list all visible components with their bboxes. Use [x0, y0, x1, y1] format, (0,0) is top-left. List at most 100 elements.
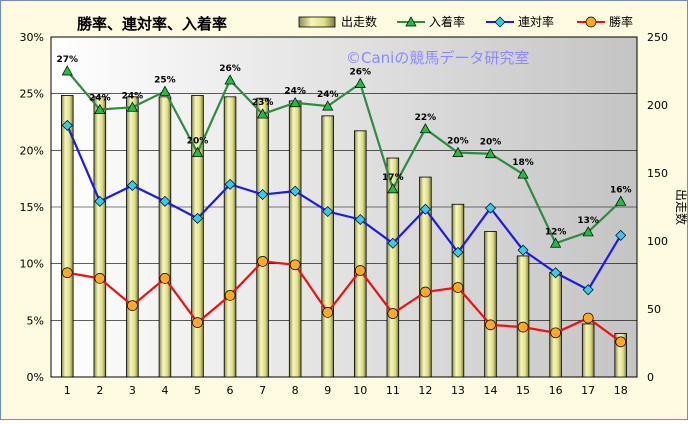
legend-item-placing: 入着率 — [397, 14, 465, 29]
marker-point — [289, 185, 301, 197]
marker-point — [419, 123, 431, 134]
series-line — [67, 260, 622, 343]
x-tick-label: 7 — [259, 384, 266, 397]
data-label: 20% — [480, 138, 502, 148]
marker-point — [582, 312, 594, 324]
marker-point — [159, 85, 171, 96]
data-label: 17% — [382, 173, 404, 183]
data-label: 24% — [317, 90, 339, 100]
y-right-tick-label: 50 — [647, 303, 661, 316]
marker-point — [582, 284, 594, 296]
marker-point — [191, 146, 204, 157]
marker-point — [94, 195, 106, 207]
bar — [516, 255, 530, 378]
x-tick-label: 18 — [614, 384, 628, 397]
marker-point — [257, 256, 268, 267]
x-tick-label: 1 — [64, 384, 71, 397]
marker-point — [452, 246, 464, 258]
y-right-tick-label: 0 — [647, 371, 654, 384]
bar — [581, 323, 595, 378]
marker-point — [322, 206, 334, 218]
legend-label-quinella: 連対率 — [518, 14, 554, 29]
x-tick-label: 6 — [227, 384, 234, 397]
x-tick-label: 2 — [96, 384, 103, 397]
marker-point — [61, 267, 73, 279]
marker-point — [289, 97, 301, 108]
marker-point — [615, 336, 627, 348]
data-labels: 27% 24% 24% 25% 20% 26% 23% 24% 24% 26% 17% 22% 20% 2… — [57, 55, 632, 237]
x-tick-label: 13 — [451, 384, 465, 397]
marker-point — [159, 195, 171, 207]
marker-point — [387, 237, 399, 249]
data-label: 20% — [187, 137, 209, 147]
bar — [484, 231, 497, 378]
x-tick-label: 15 — [516, 384, 530, 397]
marker-point — [484, 148, 497, 159]
marker-point — [127, 300, 138, 311]
marker-point — [452, 282, 464, 293]
data-label: 24% — [284, 87, 306, 97]
legend: 出走数 入着率 連対率 勝率 — [298, 14, 633, 29]
y-right-tick-label: 150 — [647, 167, 668, 180]
x-tick-label: 11 — [386, 384, 400, 397]
marker-point — [517, 321, 529, 333]
bar — [549, 271, 562, 378]
y-left-tick-label: 30% — [20, 31, 44, 44]
line-series — [61, 65, 627, 348]
bar — [223, 96, 237, 378]
marker-point — [485, 319, 496, 331]
legend-swatch-bars — [298, 16, 336, 28]
y-left-tick-label: 10% — [20, 258, 44, 271]
y-left-tick-label: 25% — [20, 88, 44, 101]
marker-point — [485, 202, 496, 214]
data-label: 26% — [350, 67, 372, 77]
x-tick-label: 12 — [418, 384, 432, 397]
y-left-tick-label: 5% — [27, 314, 44, 327]
x-tick-label: 4 — [161, 384, 168, 397]
marker-point — [550, 267, 562, 279]
marker-point — [289, 259, 301, 271]
series-line — [66, 70, 622, 245]
marker-point — [452, 146, 464, 157]
y-right-axis-title: 出走数 — [674, 189, 687, 225]
legend-diamond-icon — [494, 16, 506, 28]
y-left-tick-label: 15% — [20, 201, 44, 214]
marker-point — [322, 307, 334, 318]
x-tick-label: 17 — [581, 384, 595, 397]
bar — [256, 97, 269, 378]
legend-label-win: 勝率 — [609, 14, 633, 29]
marker-point — [354, 213, 366, 225]
y-right-tick-label: 250 — [647, 31, 668, 44]
bar — [158, 96, 172, 378]
bar — [386, 157, 400, 378]
series-line — [66, 124, 622, 292]
marker-point — [257, 108, 269, 119]
chart-title: 勝率、連対率、入着率 — [77, 15, 227, 33]
y-right-tick-label: 200 — [647, 99, 668, 112]
marker-point — [419, 203, 431, 215]
data-label: 23% — [252, 98, 274, 108]
marker-point — [517, 168, 529, 179]
marker-point — [582, 226, 594, 237]
y-left-tick-label: 0% — [27, 371, 44, 384]
data-label: 22% — [415, 113, 437, 123]
marker-point — [192, 317, 203, 328]
bar — [354, 130, 367, 378]
marker-point — [517, 244, 529, 256]
legend-item-win: 勝率 — [577, 14, 633, 29]
x-tick-label: 3 — [129, 384, 136, 397]
marker-point — [550, 237, 562, 248]
data-label: 20% — [447, 137, 469, 147]
marker-point — [615, 229, 627, 241]
marker-point — [192, 212, 203, 224]
bar — [93, 96, 107, 378]
bar — [288, 100, 302, 378]
legend-label-placing: 入着率 — [429, 14, 465, 29]
marker-point — [126, 179, 138, 191]
y-left-tick-label: 20% — [20, 144, 44, 157]
data-label: 24% — [89, 94, 111, 104]
marker-point — [257, 189, 269, 201]
